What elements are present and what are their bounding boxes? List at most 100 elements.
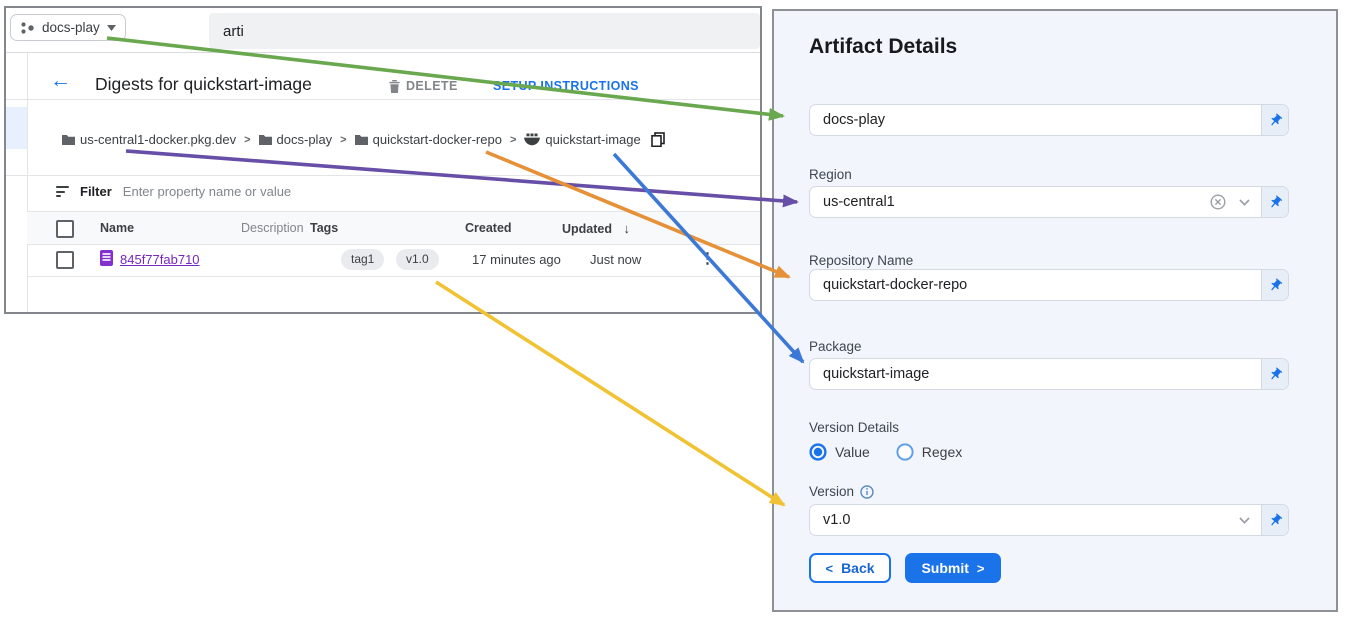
- setup-instructions-button[interactable]: SETUP INSTRUCTIONS: [493, 79, 639, 93]
- row-menu-icon[interactable]: ⋮: [700, 250, 715, 267]
- project-selector-label: docs-play: [42, 20, 100, 35]
- breadcrumb-item-image[interactable]: quickstart-image: [524, 132, 641, 147]
- pin-icon[interactable]: [1261, 270, 1288, 300]
- pin-icon[interactable]: [1261, 105, 1288, 135]
- project-field[interactable]: docs-play: [809, 104, 1289, 136]
- folder-icon: [354, 135, 368, 145]
- back-button[interactable]: < Back: [809, 553, 891, 583]
- artifact-details-panel: Artifact Details docs-play Region us-cen…: [772, 9, 1338, 612]
- repository-field-value[interactable]: quickstart-docker-repo: [823, 277, 968, 293]
- chevron-right-separator: >: [244, 133, 251, 146]
- radio-regex-label: Regex: [921, 444, 963, 460]
- chevron-right-icon: >: [976, 560, 985, 576]
- submit-button[interactable]: Submit >: [905, 553, 1001, 583]
- pin-icon[interactable]: [1261, 187, 1288, 217]
- filter-placeholder: Enter property name or value: [122, 184, 292, 199]
- filter-bar[interactable]: Filter Enter property name or value: [56, 184, 291, 199]
- folder-icon: [62, 135, 75, 145]
- breadcrumb-label: quickstart-docker-repo: [372, 132, 502, 147]
- project-selector[interactable]: docs-play: [10, 14, 126, 41]
- version-details-label: Version Details: [809, 420, 900, 435]
- version-field-value[interactable]: v1.0: [823, 512, 851, 528]
- column-header-tags: Tags: [310, 221, 339, 235]
- breadcrumb-label: quickstart-image: [545, 132, 641, 147]
- region-field[interactable]: us-central1: [809, 186, 1289, 218]
- sort-desc-icon: ↓: [623, 221, 630, 236]
- info-icon[interactable]: [860, 484, 874, 499]
- pin-icon[interactable]: [1261, 359, 1288, 389]
- repository-field[interactable]: quickstart-docker-repo: [809, 269, 1289, 301]
- digest-link[interactable]: 845f77fab710: [120, 252, 200, 267]
- breadcrumb-label: us-central1-docker.pkg.dev: [80, 132, 237, 147]
- package-field[interactable]: quickstart-image: [809, 358, 1289, 390]
- radio-unselected-icon: [896, 443, 914, 461]
- back-button-label: Back: [841, 560, 875, 576]
- version-details-radio-group: Value Regex: [809, 443, 962, 461]
- chevron-down-icon[interactable]: [1239, 198, 1250, 206]
- breadcrumb-item-registry-host[interactable]: us-central1-docker.pkg.dev: [62, 132, 236, 147]
- repository-label: Repository Name: [809, 253, 914, 268]
- radio-value-label: Value: [835, 444, 870, 460]
- column-header-updated-label: Updated: [562, 222, 612, 236]
- search-input[interactable]: [209, 13, 760, 49]
- updated-cell: Just now: [590, 252, 642, 267]
- package-field-value[interactable]: quickstart-image: [823, 366, 930, 382]
- back-arrow-icon[interactable]: ←: [50, 69, 71, 92]
- delete-button[interactable]: DELETE: [389, 79, 458, 93]
- trash-icon: [389, 79, 400, 93]
- project-field-value[interactable]: docs-play: [823, 112, 886, 128]
- version-icon: [100, 250, 113, 266]
- setup-instructions-label: SETUP INSTRUCTIONS: [493, 79, 639, 93]
- copy-icon[interactable]: [650, 132, 665, 147]
- tag-chip: v1.0: [396, 249, 439, 270]
- column-header-updated[interactable]: Updated ↓: [562, 221, 630, 236]
- sidebar-divider: [27, 53, 28, 312]
- region-label: Region: [809, 167, 852, 182]
- project-selector-icon: [21, 21, 34, 34]
- tag-chip: tag1: [341, 249, 385, 270]
- breadcrumb-item-project[interactable]: docs-play: [258, 132, 333, 147]
- version-label: Version: [809, 484, 855, 499]
- region-field-value[interactable]: us-central1: [823, 194, 895, 210]
- radio-value[interactable]: Value: [809, 443, 870, 461]
- row-divider: [27, 276, 760, 277]
- version-label-row: Version: [809, 484, 874, 499]
- chevron-down-icon[interactable]: [1239, 516, 1250, 524]
- chevron-down-icon: [106, 24, 116, 31]
- chevron-left-icon: <: [825, 560, 834, 576]
- column-header-name: Name: [100, 221, 135, 235]
- pin-icon[interactable]: [1261, 505, 1288, 535]
- breadcrumb: us-central1-docker.pkg.dev > docs-play >…: [62, 132, 665, 147]
- topbar-divider: [6, 52, 760, 53]
- row-checkbox[interactable]: [56, 251, 74, 269]
- created-cell: 17 minutes ago: [472, 252, 561, 267]
- chevron-right-separator: >: [509, 133, 517, 146]
- container-image-icon: [524, 133, 541, 146]
- submit-button-label: Submit: [921, 560, 969, 576]
- clear-icon[interactable]: [1210, 194, 1226, 210]
- breadcrumb-item-repository[interactable]: quickstart-docker-repo: [354, 132, 502, 147]
- filter-label: Filter: [80, 184, 112, 199]
- table-row: 845f77fab710 tag1 v1.0 17 minutes ago Ju…: [27, 245, 760, 276]
- chevron-right-separator: >: [340, 133, 347, 146]
- breadcrumb-label: docs-play: [276, 132, 333, 147]
- radio-selected-icon: [809, 443, 827, 461]
- radio-regex[interactable]: Regex: [896, 443, 962, 461]
- column-header-created: Created: [465, 221, 512, 235]
- breadcrumb-divider: [6, 175, 760, 176]
- page-title: Digests for quickstart-image: [95, 74, 312, 94]
- form-title: Artifact Details: [809, 35, 958, 58]
- filter-icon: [56, 186, 69, 197]
- column-header-description: Description: [241, 221, 304, 235]
- select-all-checkbox[interactable]: [56, 220, 74, 238]
- console-panel: docs-play ← Digests for quickstart-image…: [4, 6, 762, 314]
- header-divider: [6, 99, 760, 100]
- delete-label: DELETE: [406, 79, 458, 93]
- arrow-version-to-field: [435, 280, 786, 507]
- version-field[interactable]: v1.0: [809, 504, 1289, 536]
- sidebar-selected-item[interactable]: [6, 107, 27, 149]
- table-header-row: Name Description Tags Created Updated ↓: [27, 211, 760, 245]
- package-label: Package: [809, 339, 862, 354]
- folder-icon: [258, 135, 272, 145]
